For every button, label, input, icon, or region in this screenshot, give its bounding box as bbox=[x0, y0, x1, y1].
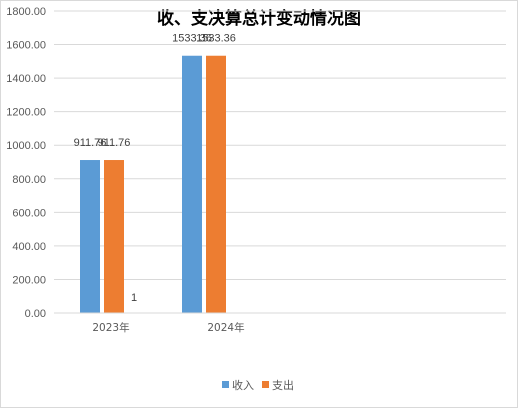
y-tick-label: 1600.00 bbox=[6, 40, 46, 52]
extra-data-label: 1 bbox=[131, 292, 137, 304]
data-label: 911.76 bbox=[74, 137, 107, 149]
x-tick-label: 2024年 bbox=[207, 321, 244, 334]
y-tick-label: 1400.00 bbox=[6, 73, 46, 85]
y-tick-label: 1000.00 bbox=[6, 140, 46, 152]
y-tick-label: 800.00 bbox=[12, 174, 46, 186]
gridlines bbox=[54, 10, 506, 314]
data-label: 911.76 bbox=[98, 137, 131, 149]
y-tick-label: 400.00 bbox=[12, 241, 46, 253]
data-label: 1533.36 bbox=[172, 33, 212, 45]
chart-title: 收、支决算总计变动情况图 bbox=[157, 8, 361, 29]
y-tick-label: 0.00 bbox=[25, 308, 46, 320]
legend-label: 收入 bbox=[232, 378, 254, 392]
data-label: 1533.36 bbox=[196, 33, 236, 45]
x-tick-label: 2023年 bbox=[92, 321, 129, 334]
legend-swatch bbox=[262, 381, 269, 388]
legend: 收入 支出 bbox=[222, 378, 294, 392]
legend-label: 支出 bbox=[272, 378, 294, 392]
bars bbox=[80, 55, 226, 313]
bar-income-1 bbox=[182, 55, 202, 313]
x-axis: 2023年 2024年 bbox=[54, 312, 506, 334]
bar-expense-0 bbox=[104, 160, 124, 313]
y-tick-label: 200.00 bbox=[12, 274, 46, 286]
y-tick-label: 1200.00 bbox=[6, 107, 46, 119]
legend-swatch bbox=[222, 381, 229, 388]
y-tick-label: 1800.00 bbox=[6, 6, 46, 18]
bar-expense-1 bbox=[206, 55, 226, 313]
bar-income-0 bbox=[80, 160, 100, 313]
y-axis: 0.00 200.00 400.00 600.00 800.00 1000.00 1200.… bbox=[6, 6, 46, 320]
y-tick-label: 600.00 bbox=[12, 207, 46, 219]
